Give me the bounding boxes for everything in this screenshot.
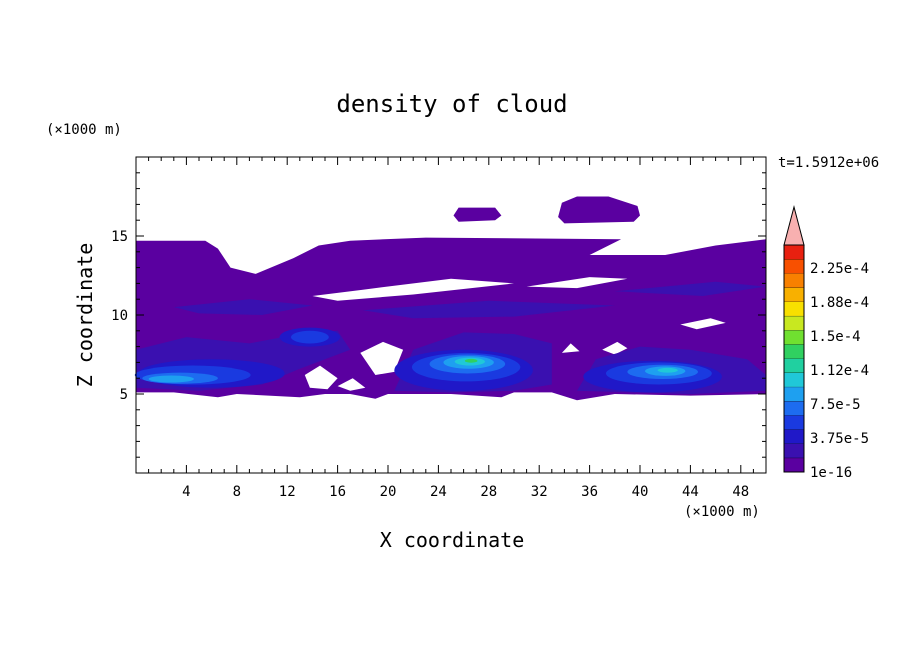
colorbar-label: 1e-16 — [810, 465, 852, 481]
y-axis-label: Z coordinate — [73, 243, 97, 388]
cloud-region — [558, 196, 640, 224]
y-unit-label: (×1000 m) — [46, 122, 122, 138]
cloud-density-band — [173, 299, 313, 315]
colorbar-label: 3.75e-5 — [810, 431, 869, 447]
cloud-density-field — [134, 196, 766, 401]
x-unit-label: (×1000 m) — [684, 504, 760, 520]
clear-air-gap — [680, 318, 726, 330]
x-tick-label: 40 — [632, 484, 649, 500]
x-tick-label: 44 — [682, 484, 699, 500]
cloud-core — [148, 375, 194, 383]
colorbar-swatch — [784, 415, 804, 430]
clear-air-gap — [602, 341, 628, 355]
x-tick-label: 48 — [732, 484, 749, 500]
time-label: t=1.5912e+06 — [778, 155, 879, 171]
colorbar-label: 1.5e-4 — [810, 329, 861, 345]
colorbar: 2.25e-4 1.88e-4 1.5e-4 1.12e-4 7.5e-5 3.75e-5… — [783, 205, 869, 481]
cloud-density-band — [614, 281, 766, 296]
clear-air-gap — [304, 365, 338, 390]
colorbar-extend-arrow — [783, 205, 805, 246]
cloud-region — [453, 207, 502, 222]
colorbar-label: 1.88e-4 — [810, 295, 869, 311]
y-axis: 5 10 15 — [111, 172, 766, 458]
clear-air-gap — [561, 343, 580, 353]
colorbar-swatch — [784, 287, 804, 302]
y-tick-label: 10 — [111, 308, 128, 324]
colorbar-swatch — [784, 443, 804, 458]
colorbar-label: 7.5e-5 — [810, 397, 861, 413]
y-tick-label: 5 — [120, 387, 128, 403]
colorbar-swatch — [784, 259, 804, 274]
clear-air-gap — [337, 378, 366, 391]
colorbar-swatch — [784, 344, 804, 359]
colorbar-swatch — [784, 372, 804, 387]
colorbar-swatch — [784, 401, 804, 416]
cloud-core — [290, 330, 329, 344]
x-tick-label: 4 — [182, 484, 190, 500]
chart-title: density of cloud — [336, 90, 567, 118]
colorbar-label: 1.12e-4 — [810, 363, 869, 379]
colorbar-swatch — [784, 429, 804, 444]
x-tick-label: 20 — [380, 484, 397, 500]
colorbar-swatch — [784, 386, 804, 402]
cloud-core — [464, 358, 478, 363]
cloud-core — [657, 367, 678, 373]
colorbar-swatch — [784, 273, 804, 288]
x-tick-label: 16 — [329, 484, 346, 500]
y-tick-label: 15 — [111, 229, 128, 245]
x-tick-label: 12 — [279, 484, 296, 500]
colorbar-swatch — [784, 315, 804, 331]
colorbar-swatch — [784, 330, 804, 345]
cloud-density-band — [362, 300, 615, 319]
x-tick-label: 32 — [531, 484, 548, 500]
x-axis-label: X coordinate — [380, 528, 525, 552]
colorbar-swatch — [784, 457, 804, 472]
x-axis: 4 8 12 16 20 24 28 32 36 40 44 48 — [148, 157, 754, 500]
colorbar-label: 2.25e-4 — [810, 261, 869, 277]
x-tick-label: 36 — [581, 484, 598, 500]
colorbar-swatch — [784, 245, 804, 260]
colorbar-frame — [783, 244, 805, 473]
clear-air-gap — [312, 278, 514, 301]
x-tick-label: 8 — [233, 484, 241, 500]
colorbar-swatch — [784, 358, 804, 373]
colorbar-swatch — [784, 301, 804, 316]
x-tick-label: 24 — [430, 484, 447, 500]
x-tick-label: 28 — [480, 484, 497, 500]
clear-air-gap — [526, 277, 628, 289]
clear-air-gap — [360, 341, 404, 375]
